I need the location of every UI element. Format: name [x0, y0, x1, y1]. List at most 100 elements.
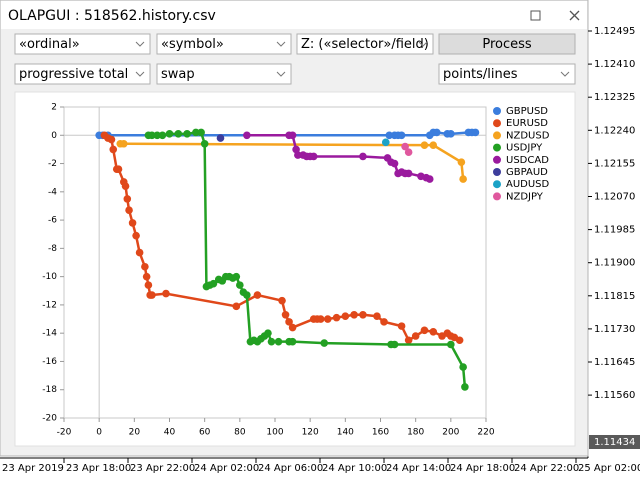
point	[404, 148, 413, 157]
point	[253, 291, 262, 299]
point	[288, 337, 297, 346]
point	[457, 158, 466, 166]
price-label: 1.12410	[594, 59, 635, 70]
point	[153, 131, 161, 140]
x-tick-label: 20	[129, 428, 141, 438]
maximize-button[interactable]	[530, 10, 541, 21]
point	[373, 312, 381, 321]
point	[316, 315, 325, 323]
x-tick-label: 220	[477, 428, 494, 438]
dropdown[interactable]	[296, 33, 434, 55]
point	[128, 219, 137, 227]
point	[459, 363, 467, 371]
point	[174, 130, 183, 138]
point	[350, 311, 358, 319]
dropdown[interactable]	[156, 63, 292, 85]
y-tick-label: -8	[48, 244, 57, 254]
point	[243, 131, 251, 140]
window-title: OLAPGUI : 518562.history.csv	[8, 8, 216, 24]
point	[288, 131, 297, 140]
price-label: 1.11900	[594, 258, 635, 269]
dropdown-text: swap	[161, 67, 195, 82]
point	[183, 130, 191, 138]
time-label: 23 Apr 22:00	[130, 463, 195, 474]
point	[461, 383, 469, 391]
point	[285, 318, 293, 326]
time-label: 24 Apr 18:00	[450, 463, 515, 474]
x-tick-label: 80	[234, 428, 246, 438]
point	[401, 142, 409, 151]
dropdown[interactable]	[156, 33, 292, 55]
point	[397, 322, 406, 330]
point	[341, 312, 350, 321]
time-label: 24 Apr 22:00	[514, 463, 579, 474]
price-label: 1.11560	[594, 390, 635, 401]
point	[148, 291, 156, 299]
legend-marker	[493, 180, 501, 189]
dropdown-text: points/lines	[443, 67, 518, 82]
point	[158, 131, 167, 140]
legend-marker	[493, 119, 501, 128]
dropdown[interactable]	[14, 63, 151, 85]
point	[162, 289, 170, 298]
x-tick-label: 180	[407, 428, 424, 438]
dropdown-arrow	[276, 71, 286, 77]
dropdown-arrow	[135, 71, 145, 77]
point	[323, 315, 332, 323]
point	[381, 138, 390, 147]
price-label: 1.11815	[594, 291, 635, 302]
price-label: 1.12240	[594, 125, 635, 136]
y-tick-label: 2	[51, 103, 57, 113]
price-label: 1.12070	[594, 192, 635, 203]
point	[148, 131, 156, 140]
dropdown[interactable]	[438, 63, 576, 85]
point	[236, 281, 244, 289]
point	[385, 131, 394, 140]
plot-area	[63, 106, 487, 419]
point	[420, 141, 429, 149]
process-button[interactable]	[438, 33, 576, 55]
dropdown[interactable]	[14, 33, 151, 55]
close-button[interactable]	[569, 10, 580, 21]
legend-label: GBPUSD	[506, 106, 548, 117]
legend-marker	[493, 143, 501, 152]
point	[121, 182, 130, 190]
dropdown-text: progressive total	[19, 67, 128, 82]
point	[404, 336, 413, 345]
point	[429, 327, 438, 336]
x-tick-label: 200	[442, 428, 459, 438]
point	[404, 169, 413, 178]
y-tick-label: -2	[48, 159, 57, 169]
point	[267, 337, 276, 346]
legend-label: NZDUSD	[506, 130, 550, 141]
price-label: 1.11985	[594, 225, 635, 236]
y-tick-label: -14	[42, 329, 57, 339]
point	[165, 130, 174, 138]
y-tick-label: -4	[48, 187, 57, 197]
time-label: 24 Apr 10:00	[322, 463, 387, 474]
legend-marker	[493, 155, 501, 164]
point	[425, 175, 434, 183]
point	[135, 248, 144, 257]
point	[288, 323, 297, 332]
process-button-label: Process	[482, 37, 532, 52]
point	[141, 262, 149, 271]
point	[447, 340, 455, 349]
point	[232, 272, 241, 281]
x-tick-label: 60	[199, 428, 211, 438]
point	[320, 339, 329, 347]
price-label: 1.12155	[594, 158, 635, 169]
dropdown-arrow	[135, 41, 145, 47]
x-tick-label: 140	[337, 428, 354, 438]
y-tick-label: -16	[42, 357, 57, 367]
point	[114, 165, 123, 173]
point	[200, 139, 209, 148]
current-price: 1.11434	[594, 437, 635, 448]
point	[390, 159, 399, 168]
point	[209, 279, 218, 288]
point	[274, 337, 283, 346]
point	[119, 139, 128, 148]
point	[432, 128, 441, 137]
point	[197, 128, 205, 137]
